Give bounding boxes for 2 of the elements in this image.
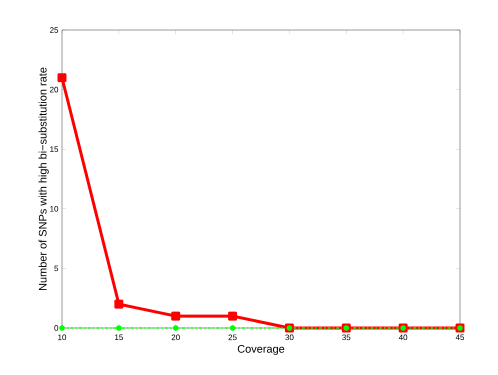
y-axis-title: Number of SNPs with high bi−substitution rate: [38, 68, 49, 290]
x-axis-title: Coverage: [238, 345, 284, 355]
